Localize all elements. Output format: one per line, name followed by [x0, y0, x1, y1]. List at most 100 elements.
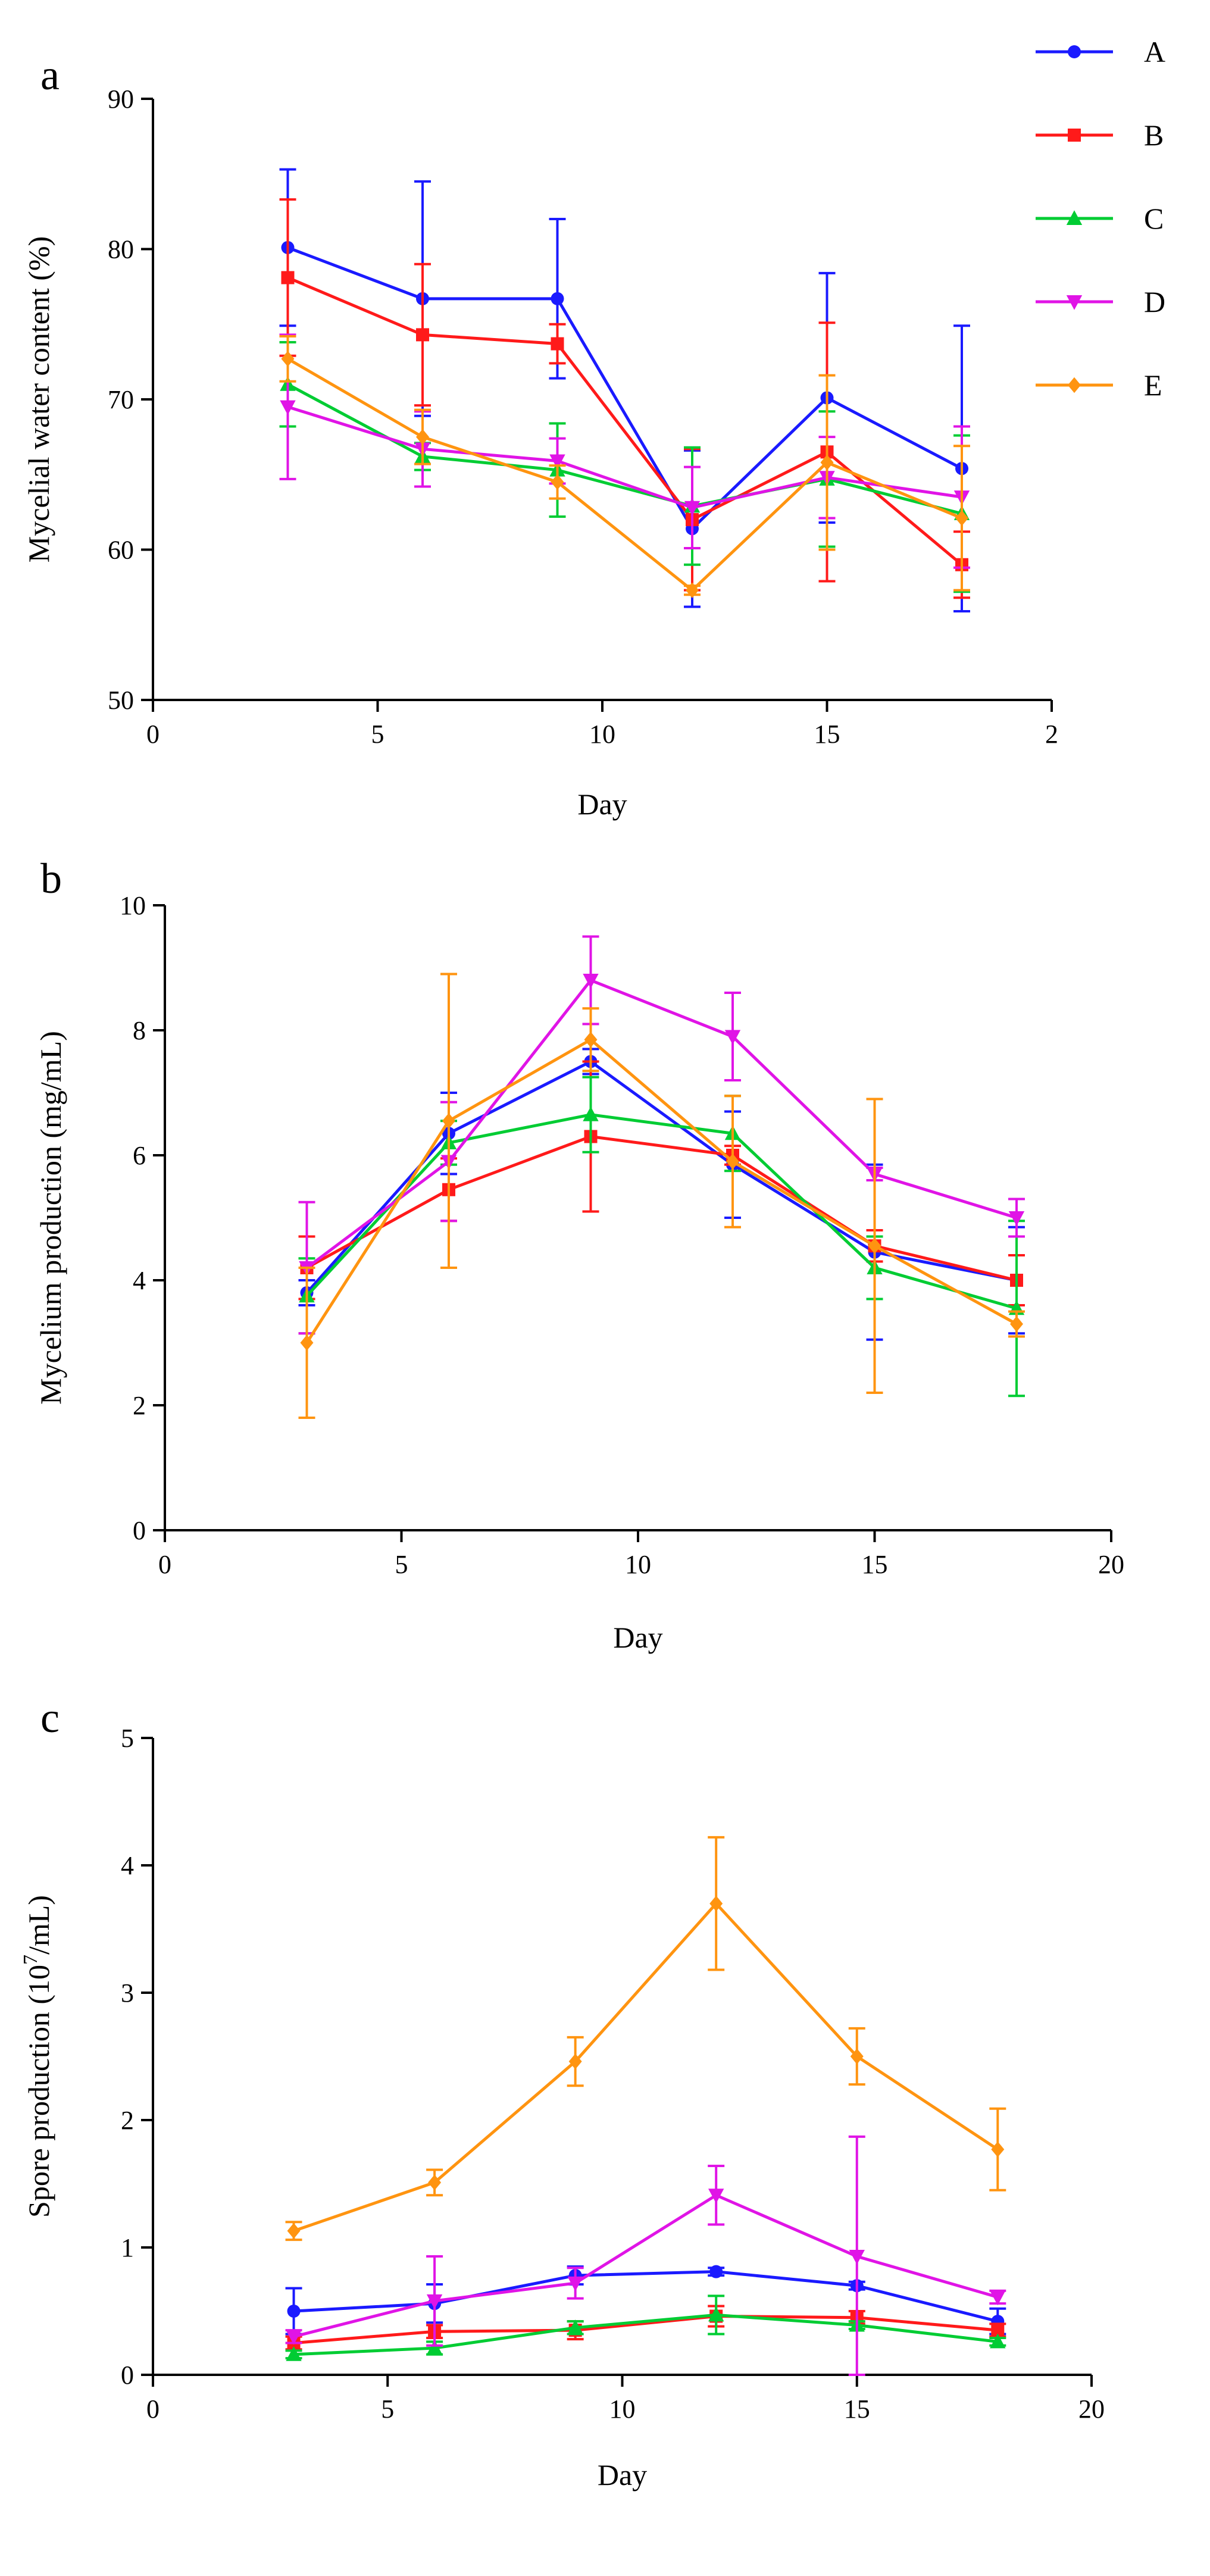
- y-tick-label: 3: [121, 1978, 134, 2008]
- y-axis-title-suffix: /mL): [22, 1895, 55, 1955]
- x-tick-label: 15: [844, 2394, 870, 2424]
- data-point: [1008, 1211, 1025, 1226]
- y-axis-title-main: Mycelium production (mg/mL): [34, 1031, 67, 1405]
- data-point: [281, 351, 295, 367]
- y-tick-label: 8: [133, 1016, 146, 1045]
- legend-label: B: [1144, 118, 1164, 152]
- series-line-C: [293, 2313, 998, 2356]
- y-tick-label: 60: [108, 536, 134, 565]
- panel-label: a: [40, 51, 60, 99]
- legend-item-E: E: [1036, 368, 1162, 402]
- x-tick-label: 15: [814, 720, 840, 749]
- y-axis-title: Spore production (107/mL): [20, 1895, 55, 2218]
- data-point: [868, 1238, 881, 1254]
- x-tick-label: 2: [1045, 720, 1058, 749]
- y-axis-title-sup: 7: [20, 1955, 42, 1965]
- data-point: [551, 292, 564, 305]
- series-D: [279, 333, 970, 569]
- y-tick-label: 5: [121, 1724, 134, 1753]
- legend-item-B: B: [1036, 118, 1164, 152]
- x-tick-label: 10: [589, 720, 615, 749]
- data-point: [549, 454, 565, 470]
- data-point: [709, 2265, 723, 2278]
- legend-label: A: [1144, 35, 1165, 68]
- data-point: [991, 2324, 1005, 2337]
- data-point: [820, 454, 834, 471]
- legend-label: C: [1144, 202, 1164, 235]
- series-line-E: [293, 1901, 999, 2233]
- data-point: [1010, 1316, 1023, 1332]
- data-point: [416, 328, 429, 342]
- x-tick-label: 15: [862, 1550, 888, 1579]
- series-line-D: [287, 405, 962, 509]
- data-point: [300, 1334, 314, 1351]
- data-point: [428, 2174, 442, 2191]
- y-tick-label: 50: [108, 686, 134, 715]
- y-tick-label: 90: [108, 85, 134, 114]
- data-point: [708, 2306, 724, 2322]
- y-tick-label: 6: [133, 1141, 146, 1170]
- series-D: [285, 2135, 1006, 2376]
- legend-marker: [1068, 377, 1081, 393]
- x-tick-label: 10: [625, 1550, 651, 1579]
- legend-label: E: [1144, 368, 1162, 402]
- legend-item-C: C: [1036, 202, 1164, 235]
- legend-marker: [1066, 295, 1083, 310]
- data-point: [584, 1031, 598, 1048]
- series-line-E: [305, 1037, 1018, 1344]
- x-axis-title: Day: [577, 787, 627, 821]
- data-point: [286, 2346, 302, 2361]
- data-point: [990, 2290, 1006, 2306]
- series-line-B: [293, 2315, 998, 2344]
- data-point: [567, 2319, 583, 2334]
- chart-panel-a: a 50 60 70 80 90 0 5 10 15 2 Day Mycelial water cont…: [22, 51, 1058, 821]
- panel-label: b: [40, 855, 62, 902]
- data-point: [850, 2048, 864, 2065]
- data-point: [551, 474, 564, 490]
- series-A: [279, 168, 970, 613]
- y-tick-label: 2: [121, 2106, 134, 2135]
- series-line-C: [287, 383, 962, 515]
- series-E: [285, 1836, 1006, 2242]
- data-point: [849, 2249, 865, 2265]
- legend-label: D: [1144, 285, 1165, 318]
- y-tick-label: 4: [121, 1851, 134, 1880]
- series-E: [279, 334, 970, 598]
- y-axis-title-main: Spore production (10: [22, 1965, 55, 2218]
- panel-label: c: [40, 1694, 60, 1742]
- data-point: [416, 429, 429, 445]
- legend-marker: [1068, 129, 1081, 142]
- data-point: [287, 2222, 301, 2239]
- data-point: [287, 2305, 301, 2318]
- x-axis-title: Day: [613, 1621, 662, 1654]
- y-tick-label: 80: [108, 235, 134, 264]
- y-axis-title-main: Mycelial water content (%): [22, 236, 55, 562]
- x-tick-label: 5: [395, 1550, 408, 1579]
- x-tick-label: 20: [1078, 2394, 1105, 2424]
- x-tick-label: 5: [371, 720, 384, 749]
- x-tick-label: 20: [1098, 1550, 1124, 1579]
- data-point: [684, 501, 701, 516]
- data-point: [286, 2330, 302, 2345]
- x-axis-title: Day: [598, 2458, 647, 2491]
- data-point: [955, 510, 968, 526]
- x-tick-label: 0: [158, 1550, 171, 1579]
- data-point: [990, 2333, 1006, 2349]
- data-point: [583, 974, 599, 989]
- y-tick-label: 0: [133, 1516, 146, 1545]
- y-tick-label: 10: [120, 891, 146, 920]
- series-line-D: [306, 978, 1017, 1270]
- data-point: [567, 2276, 583, 2291]
- data-point: [551, 337, 564, 351]
- x-tick-label: 5: [381, 2394, 394, 2424]
- data-point: [568, 2053, 582, 2069]
- data-point: [442, 1113, 455, 1129]
- series-line-A: [293, 2270, 998, 2323]
- series-line-D: [293, 2193, 998, 2339]
- series-line-E: [287, 357, 962, 592]
- data-point: [686, 582, 699, 598]
- y-axis-title: Mycelial water content (%): [22, 236, 55, 562]
- legend-marker: [1068, 45, 1081, 58]
- series-A: [298, 1048, 1025, 1341]
